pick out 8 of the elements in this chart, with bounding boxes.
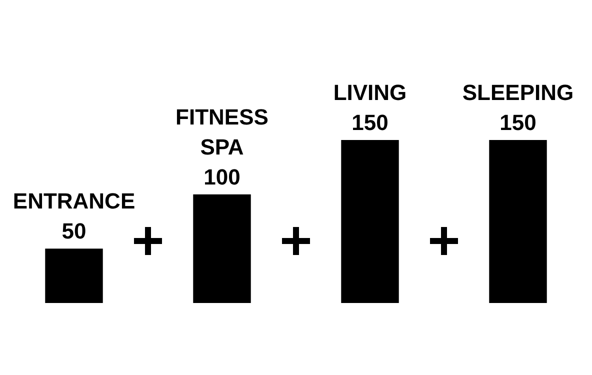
data-label: 50 (62, 218, 86, 244)
data-label: 150 (352, 110, 388, 135)
x-tick-label: FITNESS SPA (176, 104, 268, 160)
data-label: 150 (500, 110, 536, 135)
x-tick-label: SLEEPING (462, 80, 574, 105)
x-tick-label: LIVING (333, 80, 407, 105)
x-tick-label: ENTRANCE (12, 188, 136, 214)
data-label: 100 (204, 164, 240, 190)
